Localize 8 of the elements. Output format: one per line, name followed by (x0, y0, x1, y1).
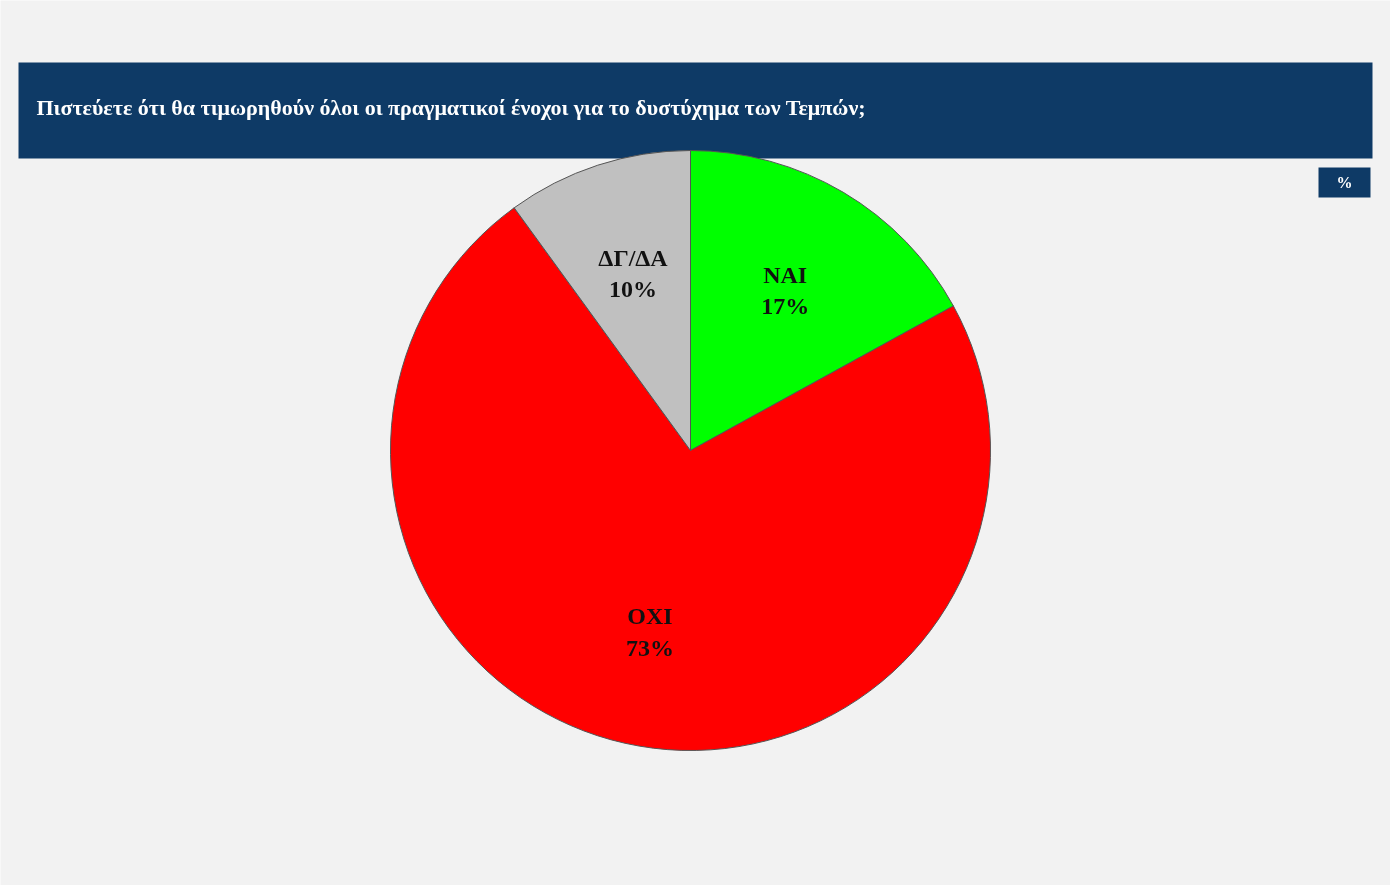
data-label: 10% (609, 276, 658, 303)
slice-label: ΝΑΙ (763, 261, 808, 288)
chart-title: Πιστεύετε ότι θα τιμωρηθούν όλοι οι πραγματικοί ένοχοι για το δυστύχημα των Τεμπών; (36, 95, 866, 120)
text: % (1336, 174, 1353, 191)
data-label: 17% (761, 293, 810, 319)
slice-label: ΟΧΙ (627, 603, 673, 630)
slice-label: ΔΓ/ΔΑ (598, 245, 669, 271)
data-label: 73% (625, 634, 674, 661)
